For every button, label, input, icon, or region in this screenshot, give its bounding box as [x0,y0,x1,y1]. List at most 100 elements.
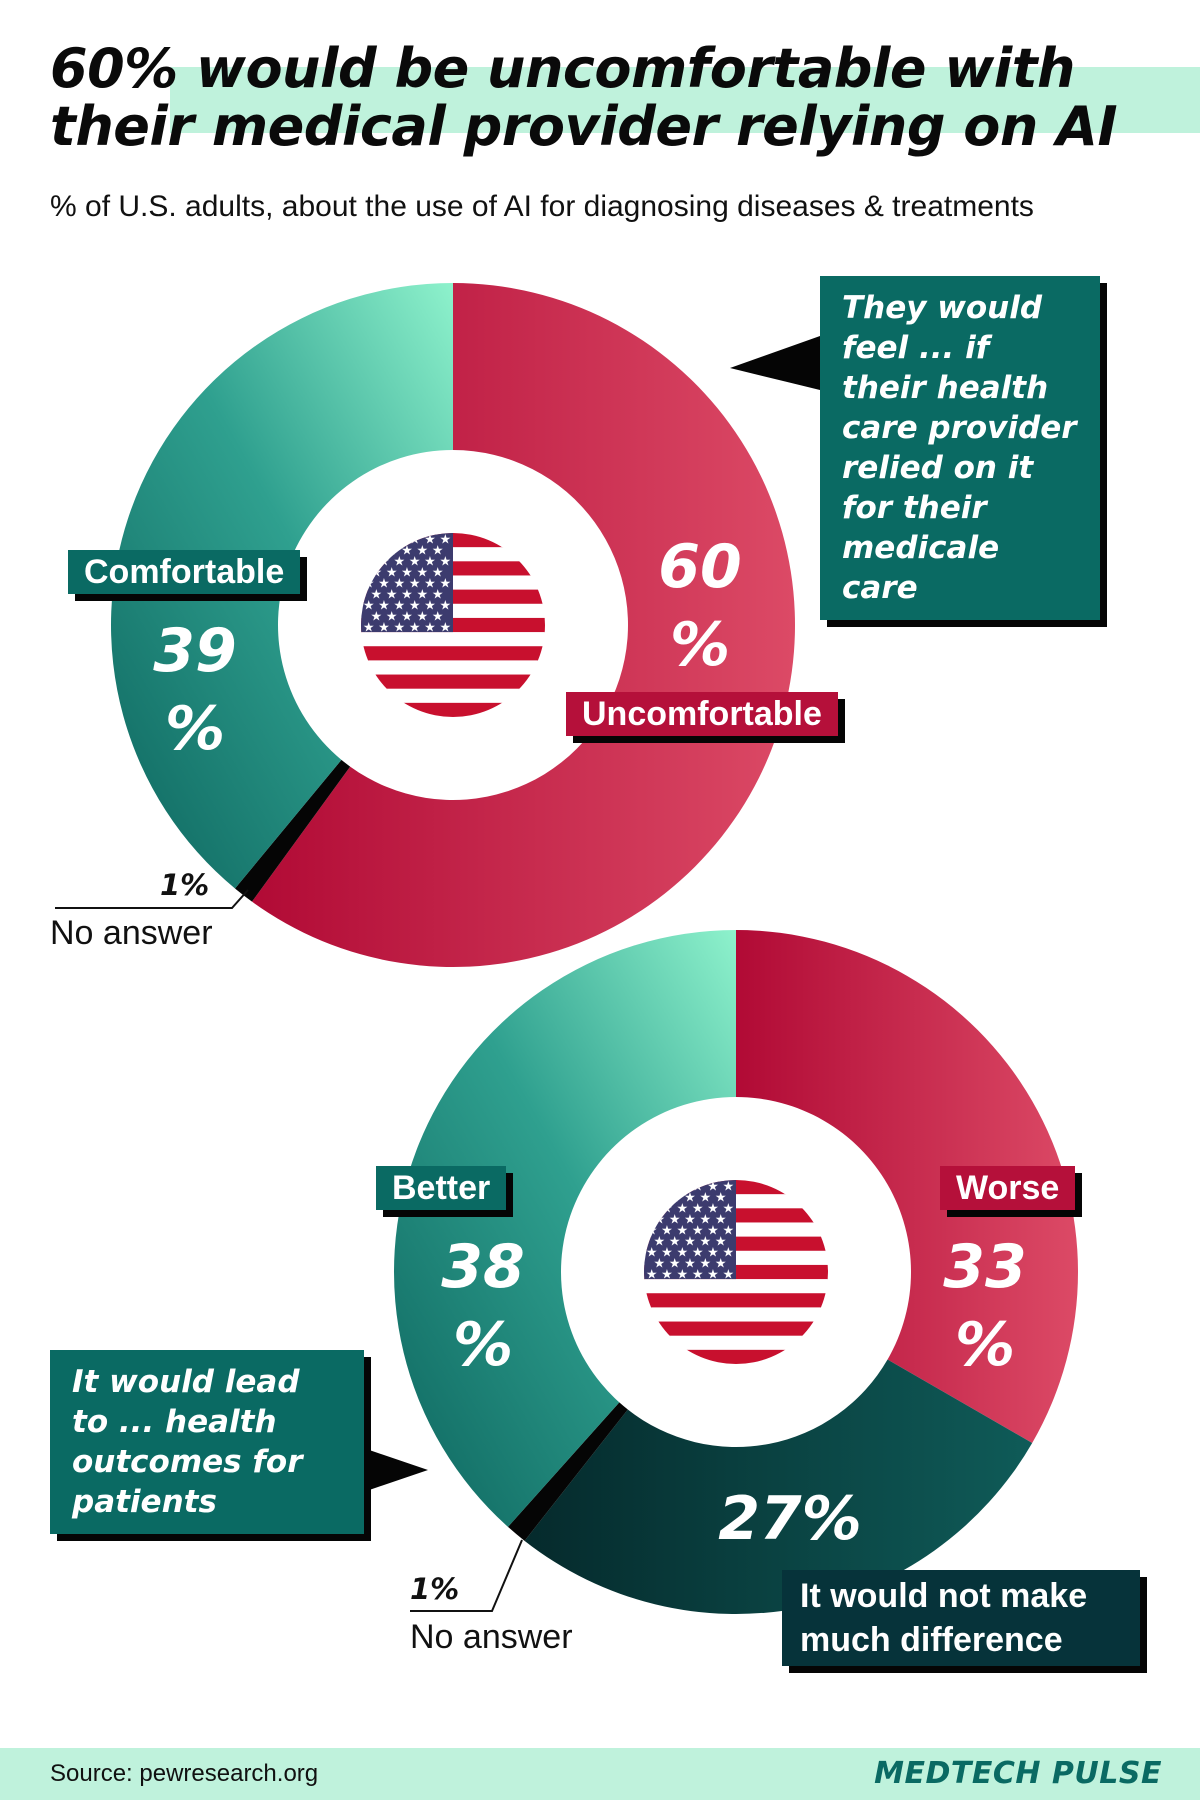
flag-star: ★ [723,1268,735,1283]
flag-star: ★ [654,1235,666,1250]
flag-star: ★ [646,1268,658,1283]
slice-no-answer [235,759,351,902]
us-flag-icon: ★ ★ ★ ★ ★ ★★ ★ ★ ★ ★★ ★ ★ ★ ★ ★★ ★ ★ ★ ★★ ★ ★ ★ ★ ★★ ★ ★ ★ ★★ ★ ★ ★ ★ ★★… [361,533,545,717]
slice-no-answer [507,1402,628,1541]
flag-star: ★ [401,588,413,603]
flag-star: ★ [677,1224,689,1239]
flag-stripe [644,1335,828,1351]
flag-star: ★ [677,1246,689,1261]
flag-star: ★ [684,1235,696,1250]
flag-star: ★ [386,610,398,625]
flag-star: ★ [723,1202,735,1217]
flag-star: ★ [707,1180,719,1195]
flag-star: ★ [417,544,429,559]
chart-1-annotation: They would feel ... if their health care… [820,276,1100,620]
flag-star: ★ [654,1257,666,1272]
title-block: 60% would be uncomfortable with their me… [50,40,1200,156]
no-answer-leader [410,1539,523,1612]
flag-stripe [644,1279,828,1294]
flag-star: ★ [409,577,421,592]
flag-star: ★ [378,599,390,614]
flag-star: ★ [440,555,452,570]
comfortable-label: Comfortable [68,550,301,594]
flag-star: ★ [440,621,452,636]
flag-star: ★ [669,1213,681,1228]
brand-logo: MEDTECH PULSE [874,1756,1162,1791]
flag-star: ★ [386,566,398,581]
title-line-2: their medical provider relying on AI [50,95,1118,158]
flag-star: ★ [440,577,452,592]
flag-star: ★ [692,1202,704,1217]
no-difference-value: 27% [718,1484,862,1554]
flag-star: ★ [715,1235,727,1250]
flag-star: ★ [424,533,436,548]
flag-star: ★ [440,533,452,548]
flag-star: ★ [409,621,421,636]
title-line-1: 60% would be uncomfortable with [50,37,1076,100]
flag-star: ★ [715,1191,727,1206]
flag-star: ★ [401,610,413,625]
flag-star: ★ [378,533,390,548]
flag-stripe [361,702,545,717]
flag-star: ★ [394,533,406,548]
no-answer-leader [55,889,249,909]
flag-star: ★ [661,1180,673,1195]
slice-it-would-not-make-much-difference [524,1359,1033,1615]
chart-2-donut [393,930,1078,1615]
flag-star: ★ [707,1268,719,1283]
flag-star: ★ [707,1202,719,1217]
chart-2-annotation: It would lead to ... health outcomes for… [50,1350,364,1534]
worse-value: 33 % [943,1232,1027,1380]
footer: Source: pewresearch.org MEDTECH PULSE [0,1748,1200,1800]
flag-star: ★ [646,1246,658,1261]
flag-star: ★ [715,1213,727,1228]
flag-star: ★ [424,577,436,592]
flag-star: ★ [371,588,383,603]
flag-star: ★ [715,1257,727,1272]
flag-star: ★ [646,1202,658,1217]
flag-star: ★ [723,1224,735,1239]
flag-star: ★ [646,1180,658,1195]
flag-star: ★ [684,1257,696,1272]
flag-star: ★ [700,1257,712,1272]
subtitle: % of U.S. adults, about the use of AI fo… [50,190,1034,223]
flag-star: ★ [692,1246,704,1261]
flag-star: ★ [661,1268,673,1283]
callout-pointer [730,336,820,390]
flag-star: ★ [440,599,452,614]
flag-star: ★ [409,599,421,614]
uncomfortable-value: 60 % [658,532,742,680]
flag-star: ★ [386,588,398,603]
flag-star: ★ [432,566,444,581]
flag-star: ★ [723,1180,735,1195]
flag-star: ★ [661,1224,673,1239]
flag-star: ★ [417,588,429,603]
no-answer-value: 1% [410,1572,460,1606]
flag-star: ★ [378,621,390,636]
slice-uncomfortable [251,283,795,967]
flag-star: ★ [378,577,390,592]
flag-stripe [361,674,545,690]
flag-stripe [644,1307,828,1323]
better-label: Better [376,1166,507,1210]
flag-star: ★ [409,555,421,570]
flag-star: ★ [432,544,444,559]
flag-star: ★ [432,588,444,603]
flag-star: ★ [394,555,406,570]
flag-star: ★ [684,1213,696,1228]
comfortable-value: 39 % [153,616,237,764]
flag-star: ★ [700,1191,712,1206]
flag-star: ★ [401,566,413,581]
flag-star: ★ [363,599,375,614]
flag-star: ★ [401,544,413,559]
flag-star: ★ [394,621,406,636]
flag-star: ★ [684,1191,696,1206]
flag-stripe [644,1293,828,1308]
page-title: 60% would be uncomfortable with their me… [50,40,1170,156]
flag-star: ★ [394,577,406,592]
flag-star: ★ [707,1246,719,1261]
flag-star: ★ [669,1235,681,1250]
flag-star: ★ [677,1268,689,1283]
flag-star: ★ [677,1202,689,1217]
flag-star: ★ [677,1180,689,1195]
